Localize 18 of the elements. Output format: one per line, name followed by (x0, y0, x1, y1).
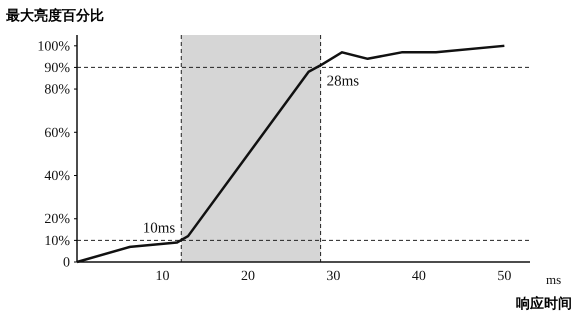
annotation: 28ms (326, 73, 360, 90)
y-tick-label: 10% (44, 234, 70, 249)
y-tick-label: 60% (44, 126, 70, 141)
x-tick-label: 20 (240, 268, 255, 284)
y-axis-title: 最大亮度百分比 (5, 7, 104, 24)
y-tick-label: 100% (37, 39, 70, 54)
x-tick-label: 10 (155, 268, 170, 284)
x-tick-label: 30 (326, 268, 340, 284)
y-tick-label: 20% (44, 212, 70, 228)
y-tick-label: 90% (44, 60, 70, 76)
x-axis-title: 响应时间 (516, 295, 572, 312)
x-tick-label: 40 (412, 268, 426, 284)
x-tick-label: 50 (497, 268, 512, 284)
y-tick-label: 0 (63, 255, 70, 270)
annotation: 10ms (142, 220, 176, 236)
text: ms (546, 272, 562, 287)
y-tick-label: 80% (44, 82, 70, 98)
y-tick-label: 40% (44, 169, 70, 184)
